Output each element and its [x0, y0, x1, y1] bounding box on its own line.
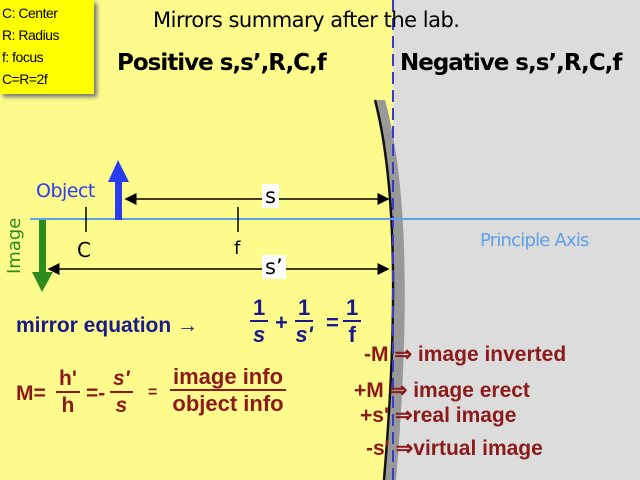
- legend-center: C: Center: [2, 5, 58, 21]
- legend-radius: R: Radius: [2, 27, 59, 43]
- rule-sign: -M: [364, 343, 389, 366]
- positive-header: Positive s,s’,R,C,f: [117, 50, 327, 76]
- rule-text: ⇒ image inverted: [394, 343, 567, 366]
- object-arrow-head: [108, 160, 129, 182]
- rule-sign: +M: [354, 379, 384, 402]
- s-label: s: [262, 184, 279, 208]
- denominator: s: [253, 322, 266, 347]
- denominator: s: [115, 394, 128, 417]
- principle-axis-label: Principle Axis: [480, 230, 589, 251]
- mirror-equation-label: mirror equation →: [16, 314, 199, 337]
- equals-negative: =-: [86, 382, 106, 405]
- image-arrow-shaft: [39, 220, 46, 274]
- rule-sign: -s': [366, 437, 390, 460]
- center-label: C: [77, 238, 91, 262]
- numerator: image info: [170, 365, 287, 391]
- rule-text: ⇒real image: [394, 404, 517, 427]
- plus-sign: +: [275, 310, 288, 335]
- negative-region: [393, 0, 640, 480]
- denominator: object info: [172, 391, 284, 416]
- rule-negative-m: -M ⇒ image inverted: [364, 342, 566, 367]
- denominator: s': [295, 322, 313, 347]
- mirror-term-s: 1 s: [250, 296, 269, 348]
- equals-sign: =: [326, 310, 339, 335]
- numerator: h': [56, 367, 80, 393]
- slide-title: Mirrors summary after the lab.: [153, 8, 460, 32]
- denominator: f: [348, 322, 356, 347]
- rule-text: ⇒ image erect: [389, 379, 530, 402]
- numerator: 1: [295, 296, 314, 322]
- mirror-term-f: 1 f: [343, 296, 362, 348]
- numerator: 1: [250, 296, 269, 322]
- rule-negative-s-prime: -s' ⇒virtual image: [366, 436, 543, 461]
- legend-focus: f: focus: [2, 49, 44, 65]
- info-ratio: image info object info: [170, 365, 287, 417]
- rule-text: ⇒virtual image: [395, 437, 543, 460]
- height-ratio: h' h: [56, 367, 80, 419]
- image-label: Image: [4, 217, 25, 274]
- legend-box: C: Center R: Radius f: focus C=R=2f: [0, 0, 94, 94]
- equals-sign: =: [148, 384, 158, 401]
- magnification-label: M=: [16, 382, 46, 405]
- focus-label: f: [234, 238, 241, 259]
- s-prime-label: s’: [262, 255, 286, 279]
- denominator: h: [61, 394, 75, 417]
- object-arrow-shaft: [115, 180, 122, 220]
- rule-positive-m: +M ⇒ image erect: [354, 378, 530, 403]
- numerator: s': [110, 367, 133, 393]
- negative-header: Negative s,s’,R,C,f: [400, 50, 622, 76]
- distance-ratio: s' s: [110, 367, 133, 419]
- mirror: [375, 100, 405, 480]
- legend-relation: C=R=2f: [2, 71, 48, 87]
- rule-positive-s-prime: +s' ⇒real image: [360, 403, 516, 428]
- numerator: 1: [343, 296, 362, 322]
- rule-sign: +s': [360, 404, 389, 427]
- image-arrow-head: [32, 272, 53, 292]
- mirror-term-s-prime: 1 s': [295, 296, 314, 348]
- object-label: Object: [36, 180, 95, 202]
